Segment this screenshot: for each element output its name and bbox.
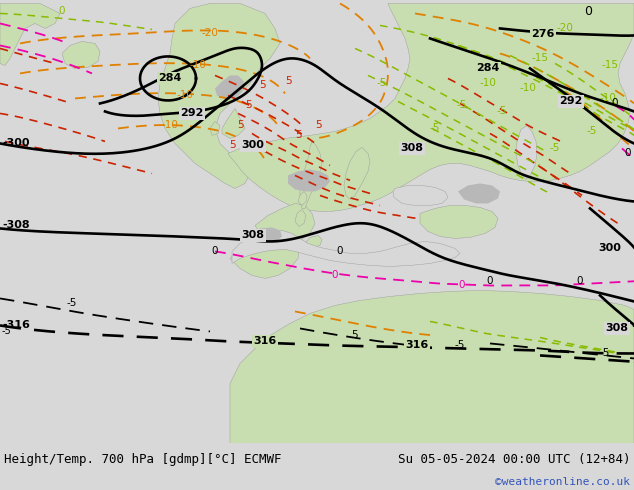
Polygon shape <box>0 3 60 66</box>
Text: 308: 308 <box>605 323 628 333</box>
Text: -10: -10 <box>479 78 496 88</box>
Polygon shape <box>420 205 498 239</box>
Text: 5: 5 <box>314 121 321 130</box>
Text: 308: 308 <box>242 230 264 241</box>
Text: 0: 0 <box>337 246 343 256</box>
Text: -10: -10 <box>600 94 616 103</box>
Text: 0: 0 <box>459 280 465 291</box>
Polygon shape <box>62 42 100 69</box>
Text: 0: 0 <box>624 148 631 158</box>
Text: -5: -5 <box>2 326 12 337</box>
Polygon shape <box>252 227 282 243</box>
Text: 5: 5 <box>236 121 243 130</box>
Polygon shape <box>215 75 244 99</box>
Polygon shape <box>516 125 537 179</box>
Text: 5: 5 <box>245 100 251 110</box>
Polygon shape <box>305 235 322 247</box>
Text: ©weatheronline.co.uk: ©weatheronline.co.uk <box>495 477 630 487</box>
Polygon shape <box>158 3 280 189</box>
Text: -15: -15 <box>602 60 619 71</box>
Text: 292: 292 <box>559 97 583 106</box>
Polygon shape <box>393 185 448 205</box>
Polygon shape <box>344 147 370 199</box>
Text: 5: 5 <box>259 80 265 91</box>
Text: 0: 0 <box>584 5 592 18</box>
Text: 5: 5 <box>229 141 235 150</box>
Polygon shape <box>295 209 306 226</box>
Text: 5: 5 <box>285 76 291 86</box>
Text: -300: -300 <box>2 139 30 148</box>
Polygon shape <box>232 230 460 267</box>
Text: 0: 0 <box>487 276 493 287</box>
Polygon shape <box>172 70 180 77</box>
Text: 5: 5 <box>352 330 358 341</box>
Text: Su 05-05-2024 00:00 UTC (12+84): Su 05-05-2024 00:00 UTC (12+84) <box>398 453 630 466</box>
Text: 0: 0 <box>612 98 618 108</box>
Text: -5: -5 <box>67 298 77 308</box>
Text: 284: 284 <box>476 63 500 74</box>
Polygon shape <box>288 170 330 192</box>
Text: 5: 5 <box>295 130 301 141</box>
Text: 284: 284 <box>158 74 182 83</box>
Text: 316: 316 <box>254 337 276 346</box>
Text: -10: -10 <box>176 91 193 100</box>
Text: -5: -5 <box>377 78 387 88</box>
Text: -5: -5 <box>430 123 440 133</box>
Polygon shape <box>210 122 220 135</box>
Text: -308: -308 <box>2 220 30 230</box>
Text: 300: 300 <box>598 244 621 253</box>
Text: -20: -20 <box>557 24 573 33</box>
Text: 0: 0 <box>212 246 218 256</box>
Text: 276: 276 <box>531 29 555 39</box>
Text: -5: -5 <box>587 126 597 136</box>
Text: -5: -5 <box>455 341 465 350</box>
Polygon shape <box>230 291 634 443</box>
Text: Height/Temp. 700 hPa [gdmp][°C] ECMWF: Height/Temp. 700 hPa [gdmp][°C] ECMWF <box>4 453 281 466</box>
Polygon shape <box>300 142 322 208</box>
Polygon shape <box>222 108 245 139</box>
Text: -10: -10 <box>190 60 207 71</box>
Text: 316: 316 <box>405 341 429 350</box>
Text: 308: 308 <box>401 144 424 153</box>
Text: 300: 300 <box>242 141 264 150</box>
Text: -5: -5 <box>457 100 467 110</box>
Text: -5: -5 <box>550 144 560 153</box>
Text: -10: -10 <box>519 83 536 94</box>
Text: 292: 292 <box>180 108 204 119</box>
Text: -5: -5 <box>600 348 610 359</box>
Text: -15: -15 <box>531 53 548 63</box>
Text: -20: -20 <box>202 28 219 38</box>
Polygon shape <box>458 183 500 203</box>
Polygon shape <box>228 3 634 212</box>
Polygon shape <box>230 231 300 278</box>
Text: 0: 0 <box>59 6 65 17</box>
Polygon shape <box>255 203 315 244</box>
Text: 0: 0 <box>332 270 339 280</box>
Text: -316: -316 <box>2 320 30 330</box>
Polygon shape <box>298 192 307 205</box>
Text: -5: -5 <box>497 106 507 117</box>
Text: 0: 0 <box>577 276 583 287</box>
Text: -10: -10 <box>162 121 178 130</box>
